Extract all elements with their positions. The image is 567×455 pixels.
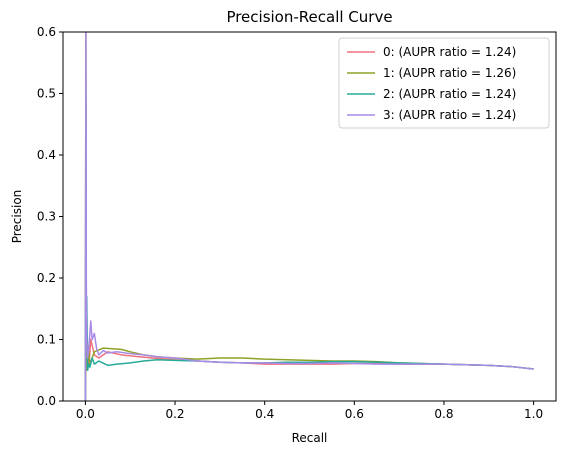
- x-tick-label: 1.0: [524, 407, 543, 421]
- y-tick-label: 0.4: [37, 148, 56, 162]
- x-tick-label: 0.6: [345, 407, 364, 421]
- legend-label-0: 0: (AUPR ratio = 1.24): [383, 45, 516, 59]
- legend-label-1: 1: (AUPR ratio = 1.26): [383, 66, 516, 80]
- x-axis-ticks: 0.0 0.2 0.4 0.6 0.8 1.0: [76, 401, 543, 421]
- y-tick-label: 0.0: [37, 394, 56, 408]
- chart-title: Precision-Recall Curve: [226, 8, 392, 26]
- y-axis-label: Precision: [10, 190, 24, 244]
- legend: 0: (AUPR ratio = 1.24) 1: (AUPR ratio = 1…: [338, 37, 550, 129]
- series-line-3: [84, 32, 534, 401]
- x-tick-label: 0.4: [255, 407, 274, 421]
- plot-area: [62, 31, 557, 402]
- legend-box: [338, 37, 550, 129]
- series-line-2: [84, 92, 534, 401]
- legend-label-3: 3: (AUPR ratio = 1.24): [383, 108, 516, 122]
- y-tick-label: 0.6: [37, 25, 56, 39]
- x-tick-label: 0.8: [434, 407, 453, 421]
- series-layer: [84, 32, 534, 401]
- legend-label-2: 2: (AUPR ratio = 1.24): [383, 87, 516, 101]
- y-axis-ticks: 0.0 0.1 0.2 0.3 0.4 0.5 0.6: [37, 25, 63, 408]
- y-tick-label: 0.3: [37, 210, 56, 224]
- x-tick-label: 0.0: [76, 407, 95, 421]
- y-tick-label: 0.1: [37, 333, 56, 347]
- y-tick-label: 0.5: [37, 87, 56, 101]
- x-axis-label: Recall: [292, 431, 328, 445]
- x-tick-label: 0.2: [165, 407, 184, 421]
- y-tick-label: 0.2: [37, 271, 56, 285]
